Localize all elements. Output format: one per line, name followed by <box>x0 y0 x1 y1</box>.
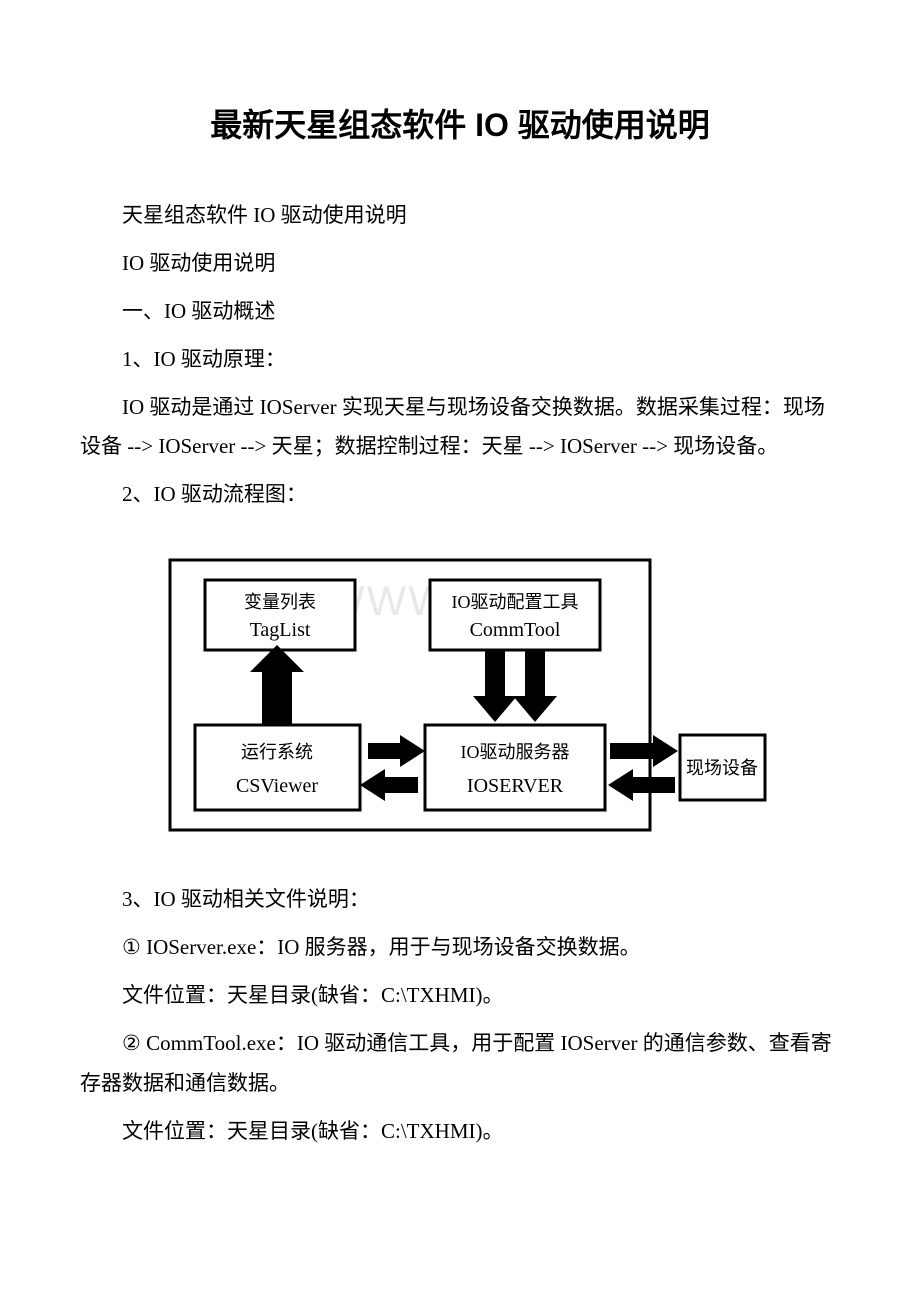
arrow-csviewer-to-taglist <box>250 645 304 725</box>
svg-text:变量列表: 变量列表 <box>244 592 316 612</box>
flowchart-diagram: WWW.b .com 变量列表 TagList IO驱动配置工具 CommToo… <box>80 540 840 850</box>
paragraph: 1、IO 驱动原理： <box>80 340 840 380</box>
svg-text:IO驱动服务器: IO驱动服务器 <box>461 742 570 762</box>
paragraph: ② CommTool.exe：IO 驱动通信工具，用于配置 IOServer 的… <box>80 1024 840 1104</box>
arrow-device-to-ioserver <box>608 769 675 801</box>
arrow-ioserver-to-device <box>610 735 678 767</box>
node-csviewer: 运行系统 CSViewer <box>195 725 360 810</box>
svg-text:IOSERVER: IOSERVER <box>467 775 564 797</box>
paragraph: 天星组态软件 IO 驱动使用说明 <box>80 196 840 236</box>
paragraph: IO 驱动使用说明 <box>80 244 840 284</box>
node-device: 现场设备 <box>680 735 765 800</box>
paragraph: IO 驱动是通过 IOServer 实现天星与现场设备交换数据。数据采集过程：现… <box>80 388 840 468</box>
paragraph: 一、IO 驱动概述 <box>80 292 840 332</box>
svg-text:现场设备: 现场设备 <box>686 758 758 778</box>
arrow-commtool-to-ioserver-left <box>473 650 517 722</box>
node-ioserver: IO驱动服务器 IOSERVER <box>425 725 605 810</box>
arrow-csviewer-to-ioserver <box>368 735 425 767</box>
svg-text:TagList: TagList <box>250 619 311 641</box>
arrow-ioserver-to-csviewer <box>360 769 418 801</box>
paragraph: 文件位置：天星目录(缺省：C:\TXHMI)。 <box>80 1112 840 1152</box>
node-taglist: 变量列表 TagList <box>205 580 355 650</box>
svg-text:CSViewer: CSViewer <box>236 775 318 797</box>
svg-text:IO驱动配置工具: IO驱动配置工具 <box>452 592 579 612</box>
node-commtool: IO驱动配置工具 CommTool <box>430 580 600 650</box>
paragraph: 2、IO 驱动流程图： <box>80 475 840 515</box>
arrow-commtool-to-ioserver-right <box>513 650 557 722</box>
page-title: 最新天星组态软件 IO 驱动使用说明 <box>80 100 840 146</box>
svg-text:CommTool: CommTool <box>470 619 561 641</box>
svg-text:运行系统: 运行系统 <box>241 742 313 762</box>
paragraph: 3、IO 驱动相关文件说明： <box>80 880 840 920</box>
paragraph: ① IOServer.exe：IO 服务器，用于与现场设备交换数据。 <box>80 928 840 968</box>
paragraph: 文件位置：天星目录(缺省：C:\TXHMI)。 <box>80 976 840 1016</box>
